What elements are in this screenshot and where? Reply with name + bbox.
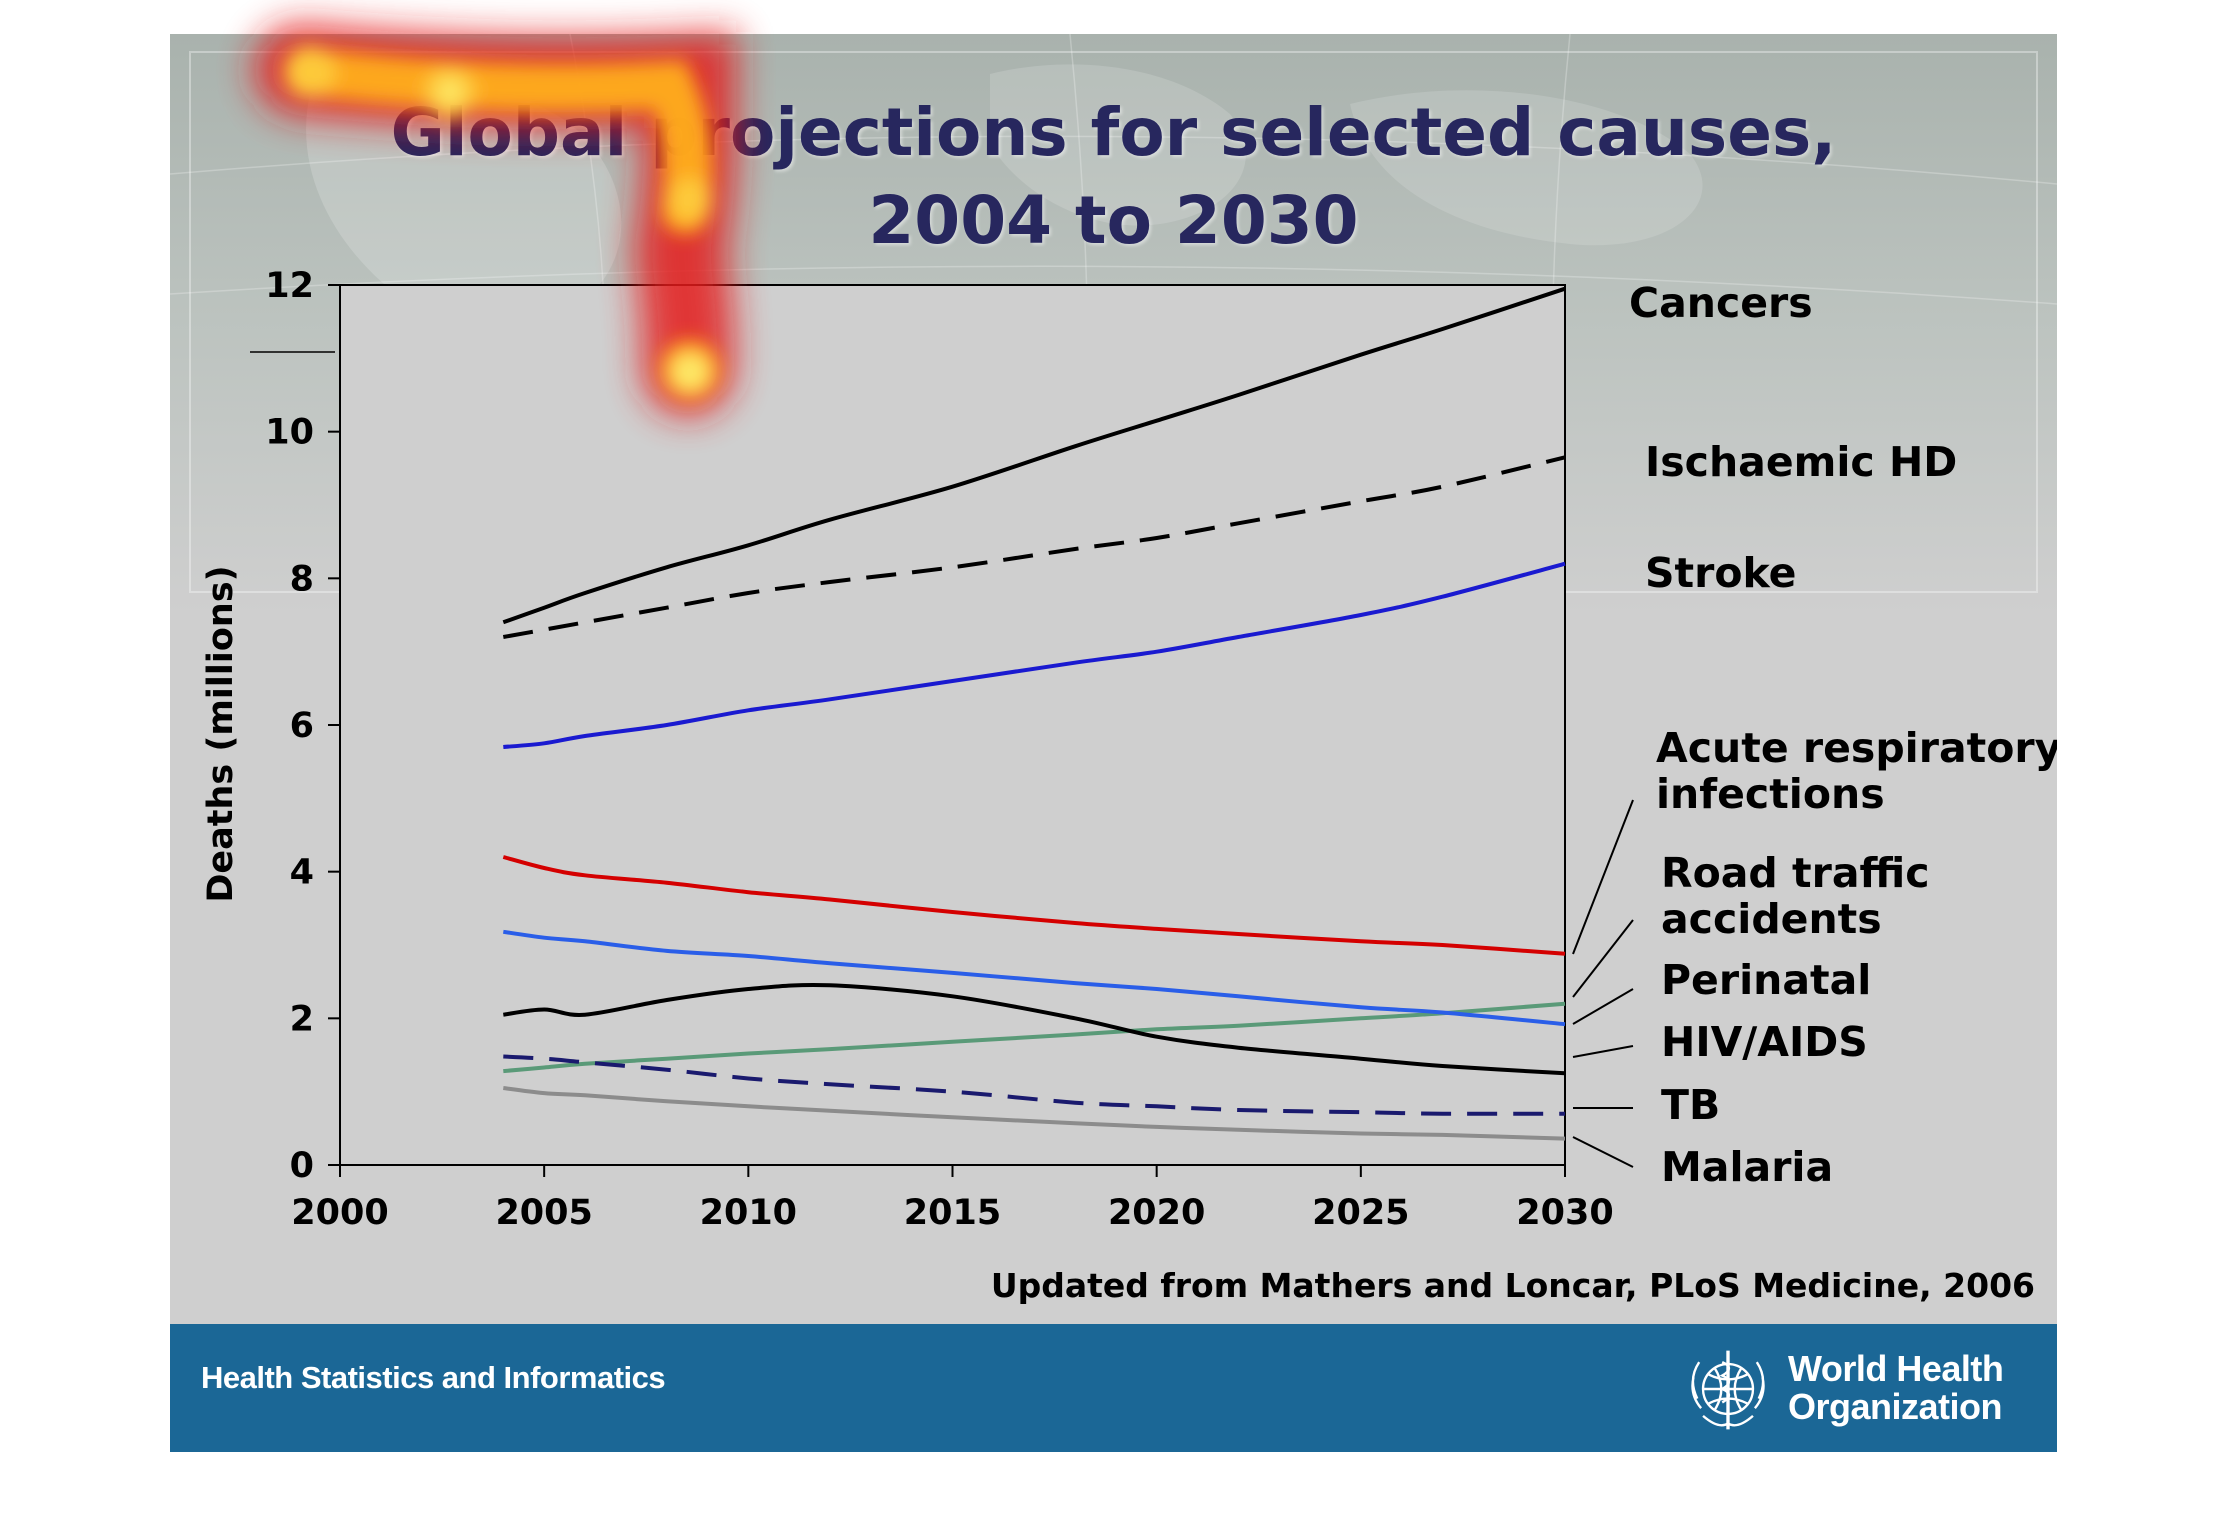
- series-line-stroke: [503, 561, 1566, 749]
- x-tick-label: 2020: [1108, 1193, 1205, 1233]
- who-emblem-icon: [1691, 1350, 1765, 1430]
- who-wordmark: World Health Organization: [1788, 1348, 2004, 1427]
- y-tick-label: 6: [290, 706, 314, 746]
- y-tick-label: 10: [265, 413, 314, 453]
- series-line-cancers: [502, 286, 1566, 625]
- series-labels: Cancers Ischaemic HD Stroke Acute respirato…: [1629, 279, 2057, 1191]
- footer-band: Health Statistics and Informatics World …: [170, 1324, 2057, 1452]
- y-axis-title: Deaths (millions): [201, 565, 241, 902]
- leader-line: [1572, 1136, 1634, 1168]
- series-line-perinatal: [503, 929, 1566, 1027]
- series-label-hiv-aids: HIV/AIDS: [1661, 1018, 1868, 1066]
- leader-line: [1572, 919, 1634, 998]
- line-chart: 2000 2005 2010 2015 2020 2025 2030 0 2 4 6 8 10 12 Ca…: [201, 266, 2057, 1233]
- x-tick-label: 2000: [291, 1193, 388, 1233]
- x-tick-label: 2025: [1312, 1193, 1409, 1233]
- series-label-tb: TB: [1661, 1081, 1720, 1129]
- x-tick-label: 2005: [495, 1193, 592, 1233]
- x-tick-label: 2030: [1516, 1193, 1613, 1233]
- series-line-malaria: [503, 1086, 1566, 1141]
- source-citation: Updated from Mathers and Loncar, PLoS Me…: [990, 1266, 2035, 1305]
- x-tick-label: 2010: [700, 1193, 797, 1233]
- series-label-ischaemic-hd: Ischaemic HD: [1645, 438, 1957, 486]
- series-label-perinatal: Perinatal: [1661, 956, 1871, 1004]
- org-name-line-1: World Health: [1788, 1348, 2004, 1389]
- org-name-line-2: Organization: [1788, 1386, 2003, 1427]
- x-tick-label: 2015: [904, 1193, 1001, 1233]
- plot-frame: [339, 284, 1566, 1166]
- plot-area: [339, 284, 1566, 1166]
- y-tick-label: 2: [290, 999, 314, 1039]
- series-lines: [502, 286, 1566, 1141]
- series-line-hiv-aids: [503, 982, 1566, 1076]
- series-line-acute-respiratory-infections: [502, 855, 1566, 956]
- series-label-road-traffic-accidents: Road traffic accidents: [1661, 849, 1930, 943]
- y-tick-label: 0: [290, 1146, 314, 1186]
- series-line-road-traffic-accidents: [503, 1001, 1566, 1074]
- series-line-tb: [503, 1054, 1566, 1116]
- leader-line: [1572, 1045, 1634, 1058]
- slide: Global projections for selected causes, …: [170, 34, 2057, 1452]
- series-label-acute-respiratory-infections: Acute respiratory infections: [1656, 724, 2057, 818]
- series-label-stroke: Stroke: [1645, 549, 1797, 597]
- y-tick-label: 4: [290, 853, 314, 893]
- y-tick-label: 12: [265, 266, 314, 306]
- footer-department-text: Health Statistics and Informatics: [201, 1360, 666, 1395]
- y-tick-label: 8: [290, 559, 314, 599]
- chart-axes: 2000 2005 2010 2015 2020 2025 2030 0 2 4 6 8 10 12: [265, 266, 1613, 1233]
- series-line-ischaemic-hd: [502, 455, 1566, 639]
- series-label-malaria: Malaria: [1661, 1143, 1833, 1191]
- label-leader-lines: [1572, 799, 1634, 1168]
- series-label-cancers: Cancers: [1629, 279, 1813, 327]
- leader-line: [1572, 799, 1634, 955]
- title-line-2: 2004 to 2030: [868, 182, 1359, 259]
- leader-line: [1572, 988, 1634, 1025]
